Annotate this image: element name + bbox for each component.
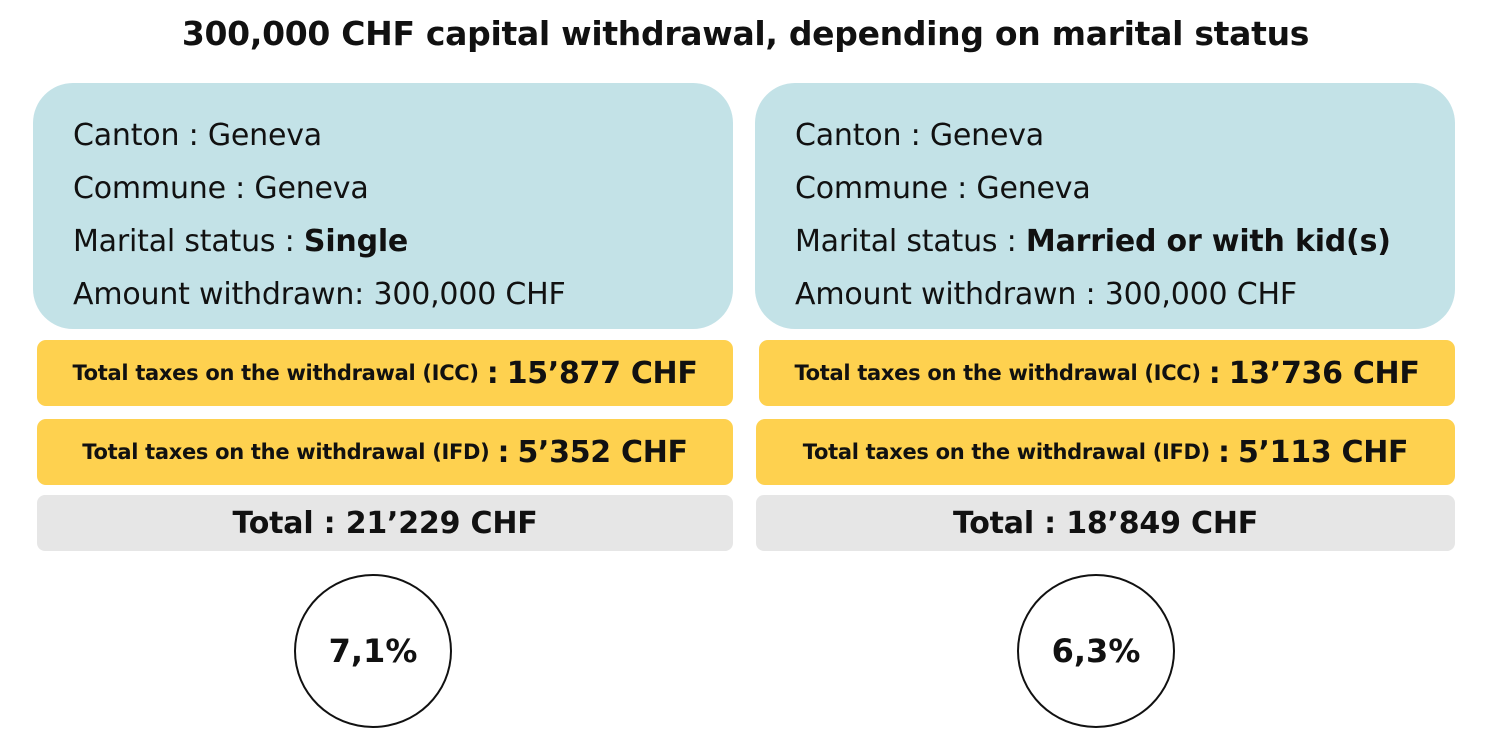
amount-line: Amount withdrawn: 300,000 CHF [73, 268, 733, 321]
ifd-separator: : [1217, 434, 1230, 470]
ifd-separator: : [497, 434, 510, 470]
commune-line: Commune : Geneva [73, 162, 733, 215]
amount-value: 300,000 CHF [1104, 277, 1297, 312]
icc-tax-box: Total taxes on the withdrawal (ICC) : 13… [759, 340, 1455, 406]
commune-line: Commune : Geneva [795, 162, 1455, 215]
rate-circle: 6,3% [1017, 574, 1175, 728]
amount-line: Amount withdrawn : 300,000 CHF [795, 268, 1455, 321]
icc-tax-label: Total taxes on the withdrawal (ICC) [72, 361, 479, 385]
amount-label: Amount withdrawn: [73, 277, 374, 312]
amount-value: 300,000 CHF [373, 277, 566, 312]
icc-tax-box: Total taxes on the withdrawal (ICC) : 15… [37, 340, 733, 406]
commune-value: Geneva [254, 171, 369, 206]
commune-label: Commune : [73, 171, 255, 206]
marital-status-value: Single [303, 224, 409, 259]
ifd-tax-box: Total taxes on the withdrawal (IFD) : 5’… [756, 419, 1455, 485]
icc-tax-label: Total taxes on the withdrawal (ICC) [794, 361, 1201, 385]
canton-value: Geneva [207, 118, 322, 153]
amount-label: Amount withdrawn : [795, 277, 1105, 312]
info-card-single: Canton : Geneva Commune : Geneva Marital… [33, 83, 733, 329]
canton-label: Canton : [73, 118, 208, 153]
icc-tax-value: 15’877 CHF [506, 355, 698, 391]
marital-status-line: Marital status : Single [73, 215, 733, 268]
ifd-tax-box: Total taxes on the withdrawal (IFD) : 5’… [37, 419, 733, 485]
ifd-tax-label: Total taxes on the withdrawal (IFD) [802, 440, 1211, 464]
icc-tax-value: 13’736 CHF [1228, 355, 1420, 391]
canton-label: Canton : [795, 118, 930, 153]
rate-circle: 7,1% [294, 574, 452, 728]
info-card-married: Canton : Geneva Commune : Geneva Marital… [755, 83, 1455, 329]
marital-status-line: Marital status : Married or with kid(s) [795, 215, 1455, 268]
canton-value: Geneva [929, 118, 1044, 153]
canton-line: Canton : Geneva [73, 109, 733, 162]
marital-status-value: Married or with kid(s) [1025, 224, 1391, 259]
marital-status-label: Marital status : [795, 224, 1026, 259]
total-box: Total : 21’229 CHF [37, 495, 733, 551]
commune-label: Commune : [795, 171, 977, 206]
ifd-tax-value: 5’352 CHF [517, 434, 688, 470]
marital-status-label: Marital status : [73, 224, 304, 259]
ifd-tax-value: 5’113 CHF [1237, 434, 1409, 470]
ifd-tax-label: Total taxes on the withdrawal (IFD) [82, 440, 490, 464]
icc-separator: : [486, 355, 499, 391]
total-box: Total : 18’849 CHF [756, 495, 1455, 551]
commune-value: Geneva [976, 171, 1091, 206]
page-title: 300,000 CHF capital withdrawal, dependin… [181, 14, 1310, 53]
icc-separator: : [1208, 355, 1221, 391]
canton-line: Canton : Geneva [795, 109, 1455, 162]
